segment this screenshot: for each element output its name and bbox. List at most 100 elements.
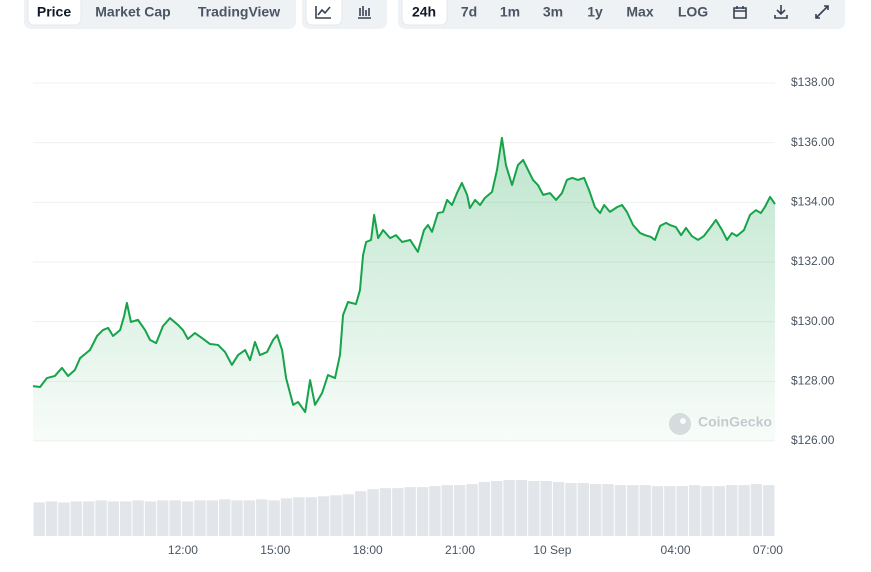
volume-bar bbox=[614, 485, 627, 536]
x-tick-label: 21:00 bbox=[445, 543, 475, 557]
volume-bar bbox=[552, 482, 565, 536]
volume-bar bbox=[206, 500, 218, 536]
range-1m[interactable]: 1m bbox=[500, 4, 520, 20]
volume-bar bbox=[280, 498, 293, 536]
volume-bar bbox=[330, 495, 342, 536]
volume-bar bbox=[441, 485, 453, 536]
y-tick-label: $126.00 bbox=[791, 433, 835, 447]
volume-bar bbox=[33, 502, 45, 536]
y-tick-label: $130.00 bbox=[791, 314, 835, 328]
tab-tradingview[interactable]: TradingView bbox=[198, 4, 280, 20]
volume-bar bbox=[713, 486, 726, 536]
x-tick-label: 07:00 bbox=[753, 543, 783, 557]
tab-market-cap[interactable]: Market Cap bbox=[95, 4, 170, 20]
volume-bar bbox=[676, 486, 688, 536]
y-tick-label: $136.00 bbox=[791, 135, 835, 149]
volume-bar bbox=[95, 500, 107, 536]
volume-bar bbox=[577, 483, 589, 536]
download-icon[interactable] bbox=[774, 5, 788, 19]
tab-group bbox=[24, 0, 296, 29]
volume-bar bbox=[416, 487, 429, 536]
x-tick-label: 12:00 bbox=[168, 543, 198, 557]
volume-bar bbox=[453, 485, 466, 536]
fullscreen-icon[interactable] bbox=[815, 5, 829, 19]
tab-price[interactable]: Price bbox=[37, 4, 71, 20]
volume-bar bbox=[466, 484, 478, 536]
volume-bar bbox=[181, 501, 194, 536]
watermark-logo-eye bbox=[680, 418, 686, 424]
volume-bar bbox=[219, 499, 231, 536]
y-tick-label: $138.00 bbox=[791, 75, 835, 89]
volume-bar bbox=[132, 500, 144, 536]
x-tick-label: 10 Sep bbox=[533, 543, 571, 557]
volume-bar bbox=[45, 501, 58, 536]
volume-bar bbox=[688, 485, 701, 536]
x-tick-label: 18:00 bbox=[353, 543, 383, 557]
volume-bar bbox=[82, 501, 95, 536]
volume-bar bbox=[379, 488, 392, 536]
active-range bbox=[401, 0, 448, 26]
volume-bar bbox=[169, 500, 181, 536]
volume-bar bbox=[639, 485, 651, 536]
volume-bar bbox=[763, 485, 775, 536]
volume-bar bbox=[590, 484, 602, 536]
volume-bar bbox=[726, 485, 738, 536]
y-tick-label: $132.00 bbox=[791, 254, 835, 268]
volume-bar bbox=[58, 502, 70, 536]
volume-bar bbox=[565, 483, 577, 536]
watermark-text: CoinGecko bbox=[698, 414, 772, 430]
volume-bar bbox=[738, 485, 750, 536]
area-fill bbox=[33, 137, 775, 441]
volume-bar bbox=[293, 497, 305, 536]
volume-bar bbox=[157, 500, 169, 536]
volume-bar bbox=[70, 501, 82, 536]
log-toggle[interactable]: LOG bbox=[678, 4, 708, 20]
volume-bar bbox=[355, 491, 367, 536]
range-3m[interactable]: 3m bbox=[543, 4, 563, 20]
range-1y[interactable]: 1y bbox=[587, 4, 603, 20]
volume-bar bbox=[317, 496, 330, 536]
volume-bar bbox=[392, 488, 404, 536]
watermark-logo bbox=[669, 413, 691, 435]
range-max[interactable]: Max bbox=[626, 4, 653, 20]
line-chart-icon[interactable] bbox=[315, 6, 331, 19]
calendar-icon[interactable] bbox=[733, 6, 747, 19]
active-tab bbox=[27, 0, 82, 26]
volume-bar bbox=[107, 501, 120, 536]
candle-chart-icon[interactable] bbox=[358, 6, 371, 19]
volume-bar bbox=[120, 501, 132, 536]
y-tick-label: $128.00 bbox=[791, 374, 835, 388]
y-tick-label: $134.00 bbox=[791, 195, 835, 209]
volume-bar bbox=[701, 486, 713, 536]
x-tick-label: 04:00 bbox=[661, 543, 691, 557]
price-line bbox=[32, 136, 776, 414]
volume-bar bbox=[231, 500, 243, 536]
volume-bar bbox=[540, 481, 552, 536]
range-7d[interactable]: 7d bbox=[461, 4, 477, 20]
volume-bar bbox=[664, 486, 676, 536]
toolbar: Price Market Cap TradingView 24h 7d 1m 3… bbox=[24, 0, 845, 29]
volume-bar bbox=[478, 482, 491, 536]
volume-bar bbox=[144, 501, 157, 536]
range-24h[interactable]: 24h bbox=[412, 4, 436, 20]
volume-bar bbox=[651, 486, 664, 536]
watermark: CoinGecko bbox=[669, 413, 772, 435]
volume-bar bbox=[602, 484, 614, 536]
volume-bar bbox=[515, 480, 528, 536]
volume-bar bbox=[194, 500, 206, 536]
volume-bar bbox=[750, 484, 763, 536]
volume-bar bbox=[305, 497, 317, 536]
volume-bar bbox=[367, 489, 379, 536]
volume-bar bbox=[243, 500, 256, 536]
volume-bar bbox=[404, 487, 416, 536]
volume-bar bbox=[503, 480, 515, 536]
volume-bar bbox=[627, 485, 639, 536]
x-tick-label: 15:00 bbox=[260, 543, 290, 557]
volume-bar bbox=[528, 481, 540, 536]
volume-bar bbox=[268, 500, 280, 536]
volume-bar bbox=[429, 486, 441, 536]
volume-bar bbox=[342, 494, 355, 536]
volume-bar bbox=[491, 481, 503, 536]
